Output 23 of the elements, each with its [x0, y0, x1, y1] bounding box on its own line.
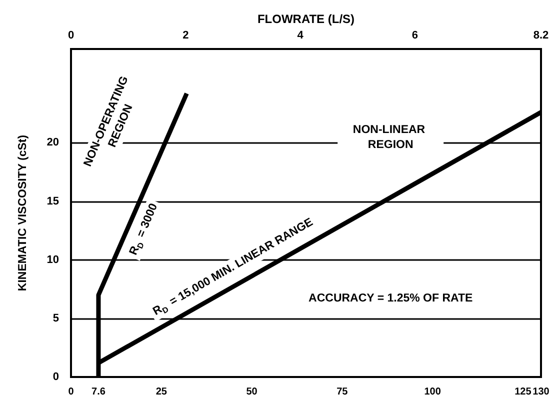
- x-tick-label: 130: [532, 386, 550, 398]
- x-tick-label: 125: [514, 386, 532, 398]
- annotation: RD = 3000: [128, 202, 160, 257]
- x2-tick-label: 8.2: [533, 30, 549, 42]
- y-tick-label: 10: [46, 254, 59, 266]
- x2-tick-label: 2: [182, 30, 189, 42]
- y-tick-label: 15: [46, 195, 59, 208]
- x2-tick-label: 0: [68, 30, 74, 42]
- y-axis-title: KINEMATIC VISCOSITY (cSt): [17, 134, 29, 292]
- annotation: ACCURACY = 1.25% OF RATE: [308, 292, 473, 304]
- x2-axis-title: FLOWRATE (L/S): [257, 12, 355, 26]
- x-tick-label: 25: [156, 386, 168, 398]
- x-tick-label: 100: [424, 386, 442, 398]
- y-tick-label: 5: [52, 312, 59, 324]
- y-tick-label: 0: [52, 371, 59, 383]
- x2-tick-label: 6: [412, 30, 418, 42]
- annotation: NON-LINEAR REGION: [352, 124, 428, 152]
- x-tick-label: 50: [246, 386, 258, 398]
- x-tick-label: 0: [68, 386, 74, 398]
- x-tick-label: 75: [336, 386, 348, 398]
- x-tick-label: 7.6: [92, 386, 106, 398]
- x2-tick-label: 4: [297, 30, 304, 42]
- y-tick-label: 20: [46, 136, 59, 149]
